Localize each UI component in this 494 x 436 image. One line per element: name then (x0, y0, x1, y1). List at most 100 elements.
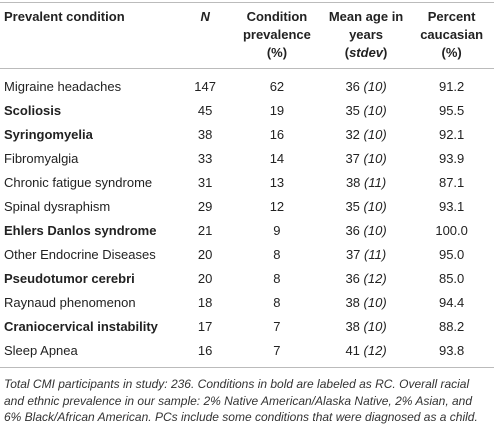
age-stdev: (10) (363, 127, 387, 142)
count-cell: 20 (197, 247, 213, 262)
percent-cell: 93.8 (409, 339, 494, 368)
age-cell: 38 (10) (323, 315, 409, 339)
percent-cell: 95.5 (438, 103, 465, 118)
header-cell: N (179, 2, 231, 69)
condition-name: Sleep Apnea (0, 339, 180, 368)
percent-cell: 88.2 (438, 319, 465, 334)
condition-name: Spinal dysraphism (4, 199, 111, 214)
table-body: Migraine headaches 147 62 36 (10) 91.2 Scolio… (0, 69, 494, 368)
prevalence-cell: 7 (273, 319, 281, 334)
header-text: N (200, 9, 210, 24)
age-cell: 38 (11) (323, 171, 409, 195)
header-cell: Condition prevalence (%) (230, 2, 323, 69)
mean-age: 38 (345, 175, 361, 190)
header-text: Prevalent condition (4, 9, 125, 24)
prevalence-cell: 8 (273, 295, 281, 310)
condition-name: Chronic fatigue syndrome (4, 175, 153, 190)
age-cell: 37 (11) (323, 243, 409, 267)
age-stdev: (10) (363, 79, 387, 94)
age-stdev: (12) (363, 271, 387, 286)
table-row: Craniocervical instability 17 7 38 (10) 88.2 (0, 315, 494, 339)
age-stdev: (11) (364, 247, 387, 262)
condition-name: Migraine headaches (4, 79, 122, 94)
header-text: (%) (441, 45, 462, 60)
count-cell: 17 (197, 319, 213, 334)
table-row: Other Endocrine Diseases 20 8 37 (11) 95.0 (0, 243, 494, 267)
mean-age: 37 (345, 247, 361, 262)
header-text: (%) (266, 45, 288, 60)
header-text: Condition (246, 9, 308, 24)
age-cell: 36 (10) (323, 219, 409, 243)
age-cell: 41 (12) (322, 339, 410, 368)
condition-name: Raynaud phenomenon (4, 295, 136, 310)
header-text: Mean age in (328, 9, 404, 24)
age-cell: 36 (10) (323, 69, 409, 100)
prevalence-cell: 19 (269, 103, 285, 118)
age-stdev: (10) (363, 295, 387, 310)
mean-age: 35 (345, 103, 360, 118)
header-cell: Mean age in years (stdev) (322, 2, 410, 69)
header-text: stdev (349, 45, 384, 60)
age-cell: 35 (10) (323, 195, 409, 219)
percent-cell: 87.1 (438, 175, 465, 190)
age-cell: 32 (10) (323, 123, 409, 147)
mean-age: 37 (345, 151, 360, 166)
condition-name: Craniocervical instability (4, 319, 158, 334)
prevalence-cell: 13 (269, 175, 285, 190)
table-row: Ehlers Danlos syndrome 21 9 36 (10) 100.0 (0, 219, 494, 243)
table-row: Pseudotumor cerebri 20 8 36 (12) 85.0 (0, 267, 494, 291)
age-stdev: (10) (363, 103, 387, 118)
age-stdev: (10) (363, 223, 387, 238)
condition-name: Syringomyelia (4, 127, 93, 142)
header-text: caucasian (420, 27, 484, 42)
percent-cell: 92.1 (438, 127, 465, 142)
condition-name: Ehlers Danlos syndrome (4, 223, 157, 238)
age-stdev: (10) (363, 199, 387, 214)
mean-age: 35 (345, 199, 360, 214)
condition-name: Fibromyalgia (4, 151, 79, 166)
count-cell: 147 (194, 79, 216, 94)
percent-cell: 93.1 (438, 199, 465, 214)
prevalence-cell: 12 (269, 199, 285, 214)
header-text: Percent (427, 9, 476, 24)
condition-name: Scoliosis (4, 103, 62, 118)
mean-age: 36 (345, 223, 360, 238)
count-cell: 29 (197, 199, 213, 214)
footnote: Total CMI participants in study: 236. Co… (4, 377, 478, 424)
table-row: Syringomyelia 38 16 32 (10) 92.1 (0, 123, 494, 147)
percent-cell: 95.0 (438, 247, 465, 262)
mean-age: 38 (345, 295, 360, 310)
count-cell: 18 (197, 295, 213, 310)
count-cell: 38 (197, 127, 213, 142)
header-text: prevalence (242, 27, 311, 42)
count-cell: 31 (197, 175, 213, 190)
percent-cell: 94.4 (438, 295, 465, 310)
prevalence-cell: 9 (273, 223, 281, 238)
count-cell: 20 (197, 271, 213, 286)
header-cell: Prevalent condition (0, 2, 180, 69)
percent-cell: 93.9 (438, 151, 465, 166)
age-stdev: (10) (363, 319, 387, 334)
table-row: Spinal dysraphism 29 12 35 (10) 93.1 (0, 195, 494, 219)
age-cell: 37 (10) (323, 147, 409, 171)
count-cell: 21 (197, 223, 213, 238)
percent-cell: 85.0 (438, 271, 465, 286)
header-text: years ( (344, 27, 384, 60)
mean-age: 36 (345, 271, 360, 286)
table-row: Raynaud phenomenon 18 8 38 (10) 94.4 (0, 291, 494, 315)
header-text: ) (383, 45, 388, 60)
data-table: Prevalent condition N Condition prevalence (… (0, 2, 494, 368)
prevalence-cell: 14 (269, 151, 285, 166)
age-cell: 35 (10) (323, 99, 409, 123)
percent-cell: 91.2 (438, 79, 465, 94)
prevalence-cell: 8 (273, 247, 281, 262)
age-cell: 36 (12) (323, 267, 409, 291)
table-row: Migraine headaches 147 62 36 (10) 91.2 (0, 69, 494, 100)
count-cell: 45 (197, 103, 213, 118)
mean-age: 38 (345, 319, 360, 334)
count-cell: 16 (179, 339, 231, 368)
count-cell: 33 (197, 151, 213, 166)
condition-name: Other Endocrine Diseases (4, 247, 156, 262)
table-row: Scoliosis 45 19 35 (10) 95.5 (0, 99, 494, 123)
